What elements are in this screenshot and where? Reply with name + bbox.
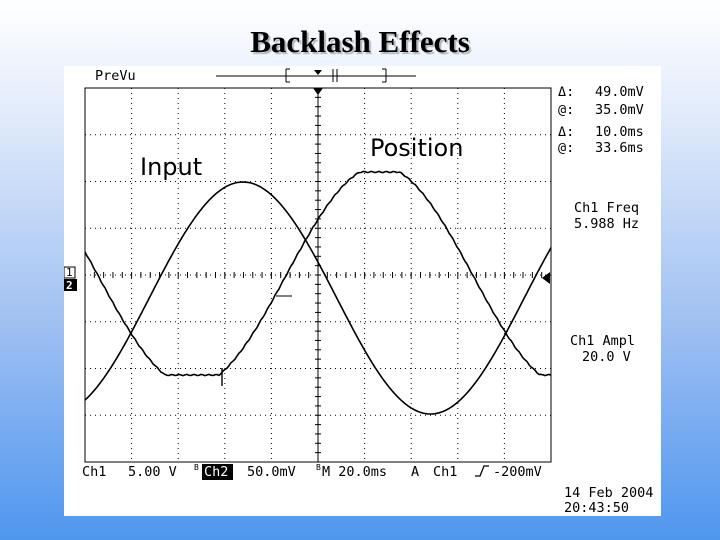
timebase: M 20.0ms [322, 464, 387, 480]
svg-text:2: 2 [66, 279, 73, 292]
at-t-value: 33.6ms [595, 140, 644, 156]
measurement-label: Ch1 Ampl [570, 333, 635, 349]
status-bar: Ch1 5.00 V B Ch2 50.0mV B M 20.0ms A Ch1… [82, 463, 542, 480]
position-waveform [84, 170, 552, 377]
at-v-label: @: [558, 102, 574, 118]
measurement-label: Ch1 Freq [574, 200, 639, 216]
ch1-label: Ch1 [82, 464, 106, 480]
measurement-value: 20.0 V [582, 349, 631, 365]
svg-text:1: 1 [66, 266, 73, 279]
at-v-value: 35.0mV [595, 102, 644, 118]
trigger-source: Ch1 [433, 464, 457, 480]
ch2-label: Ch2 [204, 464, 228, 480]
ch2-label-highlight [202, 464, 233, 480]
ch1-scale: 5.00 V [128, 464, 177, 480]
delta-v-value: 49.0mV [595, 84, 644, 100]
input-label: Input [140, 153, 202, 181]
trigger-level: -200mV [493, 464, 542, 480]
slide-title: Backlash Effects [250, 24, 470, 59]
rising-edge-icon [475, 465, 489, 477]
bandwidth-limit-icon: B [316, 463, 321, 472]
timestamp-time: 20:43:50 [564, 500, 629, 516]
bandwidth-limit-icon: B [194, 463, 199, 472]
trigger-mode: A [411, 464, 419, 480]
at-t-label: @: [558, 140, 574, 156]
oscilloscope-screenshot: PreVu 1 2 Input Position Δ: 49.0mV @: 35… [64, 66, 661, 516]
delta-v-label: Δ: [558, 84, 574, 100]
trigger-level-marker [542, 272, 550, 284]
delta-t-value: 10.0ms [595, 124, 644, 140]
channel-1-marker: 1 [64, 266, 76, 279]
record-view-bar [216, 68, 416, 83]
trigger-position-marker [313, 88, 323, 95]
delta-t-label: Δ: [558, 124, 574, 140]
ch2-scale: 50.0mV [247, 464, 296, 480]
timestamp-date: 14 Feb 2004 [564, 485, 653, 501]
cursor-readout: Δ: 49.0mV @: 35.0mV Δ: 10.0ms @: 33.6ms [558, 84, 644, 156]
prevu-label: PreVu [95, 68, 136, 84]
input-waveform [84, 181, 552, 415]
position-label: Position [370, 134, 463, 162]
channel-2-marker: 2 [64, 279, 77, 292]
measurement-value: 5.988 Hz [574, 216, 639, 232]
measurements: Ch1 Freq 5.988 Hz Ch1 Ampl 20.0 V [570, 200, 639, 365]
